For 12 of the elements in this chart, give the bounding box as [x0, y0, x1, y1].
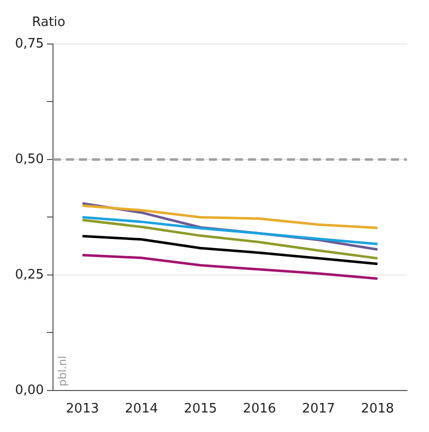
y-tick-label: 0,50 — [14, 152, 44, 167]
x-tick-label: 2015 — [184, 402, 218, 417]
x-tick-label: 2017 — [302, 402, 336, 417]
x-tick-label: 2014 — [124, 402, 158, 417]
y-tick-label: 0,25 — [14, 267, 44, 282]
annotation: pbl.nl — [56, 356, 69, 386]
x-tick-label: 2016 — [242, 402, 276, 417]
y-axis-title: Ratio — [32, 14, 66, 30]
x-tick-label: 2013 — [66, 402, 99, 417]
y-tick-label: 0,00 — [14, 382, 44, 398]
y-tick-label: 0,75 — [14, 36, 44, 52]
x-tick-label: 2018 — [360, 402, 394, 417]
